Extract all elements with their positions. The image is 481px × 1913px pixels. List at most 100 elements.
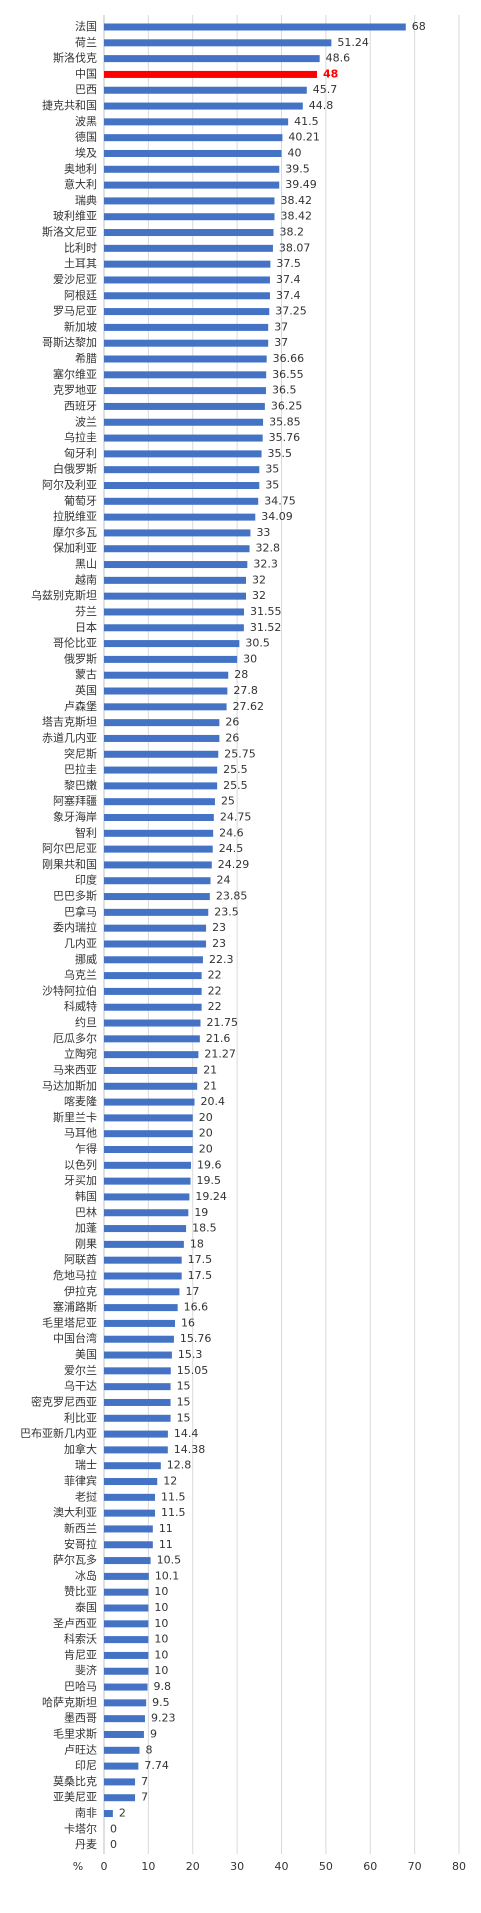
bar (104, 1478, 158, 1486)
bar (104, 877, 211, 885)
y-tick-label: 挪威 (75, 952, 97, 966)
value-label: 24.29 (218, 858, 250, 871)
y-tick-label: 新加坡 (64, 319, 97, 333)
value-label: 0 (110, 1822, 117, 1835)
y-tick-label: 日本 (75, 620, 97, 634)
bar (104, 1177, 191, 1185)
y-tick-label: 塞浦路斯 (53, 1300, 97, 1314)
value-label: 37.25 (275, 305, 307, 318)
bar (104, 39, 332, 47)
bar (104, 1304, 178, 1312)
bar (104, 972, 202, 980)
value-label: 34.09 (261, 510, 293, 523)
bar (104, 1272, 182, 1280)
value-label: 37.4 (276, 273, 301, 286)
bar (104, 118, 289, 126)
bar (104, 371, 267, 379)
bar (104, 434, 263, 442)
y-tick-label: 几内亚 (64, 936, 97, 950)
y-tick-label: 菲律宾 (64, 1474, 97, 1488)
value-label: 15 (177, 1395, 191, 1408)
y-tick-label: 捷克共和国 (42, 98, 97, 112)
bar (104, 1730, 144, 1738)
value-label: 32.8 (256, 542, 280, 555)
bar (104, 1636, 149, 1644)
y-tick-label: 危地马拉 (53, 1268, 97, 1282)
y-tick-label: 塔吉克斯坦 (42, 715, 97, 729)
y-tick-label: 黎巴嫩 (64, 778, 97, 792)
bar (104, 1114, 193, 1122)
value-label: 36.55 (272, 368, 304, 381)
y-tick-label: 斯里兰卡 (53, 1111, 97, 1124)
bar (104, 1319, 175, 1327)
value-label: 31.52 (250, 621, 282, 634)
value-label: 11 (159, 1522, 173, 1535)
value-label: 11.5 (161, 1506, 186, 1519)
value-label: 15 (177, 1380, 191, 1393)
value-label: 32.3 (253, 558, 277, 571)
value-label: 19.6 (197, 1158, 222, 1171)
value-label: 35 (265, 478, 279, 491)
y-tick-label: 意大利 (64, 177, 97, 191)
bar (104, 1161, 191, 1169)
bar (104, 561, 248, 569)
bar (104, 1383, 171, 1391)
value-label: 38.07 (279, 241, 311, 254)
y-tick-label: 美国 (75, 1348, 97, 1361)
value-label: 36.66 (273, 352, 305, 365)
y-tick-label: 墨西哥 (64, 1712, 97, 1725)
y-tick-label: 密克罗尼西亚 (31, 1394, 97, 1408)
bar (104, 719, 220, 727)
value-label: 21.75 (207, 1016, 239, 1029)
y-tick-label: 哈萨克斯坦 (42, 1695, 97, 1709)
x-tick-label: 10 (141, 1860, 155, 1873)
bar (104, 1620, 149, 1628)
value-label: 9.23 (151, 1712, 176, 1725)
value-label: 35 (265, 463, 279, 476)
value-label: 25.5 (223, 763, 248, 776)
y-tick-label: 乌克兰 (64, 968, 97, 982)
value-label: 23.5 (214, 905, 239, 918)
y-tick-label: 印尼 (75, 1759, 97, 1772)
y-tick-label: 斯洛文尼亚 (42, 225, 97, 239)
bar (104, 387, 266, 395)
bar (104, 1098, 195, 1106)
value-label: 18 (190, 1237, 204, 1250)
bar (104, 545, 250, 553)
bar (104, 766, 218, 774)
y-tick-label: 哥斯达黎加 (42, 335, 97, 349)
value-label: 9.8 (153, 1680, 171, 1693)
value-label: 7 (141, 1775, 148, 1788)
value-label: 25.5 (223, 779, 248, 792)
value-label: 21 (203, 1079, 217, 1092)
y-tick-label: 俄罗斯 (64, 652, 97, 665)
value-label: 10 (154, 1617, 168, 1630)
y-tick-label: 中国 (75, 67, 97, 80)
y-tick-label: 伊拉克 (64, 1284, 97, 1298)
y-tick-label: 立陶宛 (64, 1047, 97, 1061)
bar (104, 86, 307, 94)
y-tick-label: 希腊 (75, 351, 97, 365)
y-tick-label: 巴林 (75, 1205, 97, 1219)
y-tick-label: 巴哈马 (64, 1680, 97, 1693)
value-label: 24.6 (219, 826, 244, 839)
value-label: 39.5 (285, 162, 310, 175)
y-tick-label: 保加利亚 (53, 541, 97, 555)
bar (104, 260, 271, 268)
y-tick-label: 塞尔维亚 (53, 367, 97, 381)
bar (104, 1588, 149, 1596)
value-label: 19 (194, 1206, 208, 1219)
y-tick-label: 埃及 (75, 145, 97, 159)
y-tick-label: 毛里求斯 (53, 1727, 97, 1740)
bar (104, 1193, 190, 1201)
value-label: 19.5 (197, 1174, 222, 1187)
x-tick-label: 30 (230, 1860, 244, 1873)
y-tick-label: 亚美尼亚 (53, 1791, 97, 1804)
bar (104, 624, 244, 632)
value-label: 33 (256, 526, 270, 539)
y-tick-label: 新西兰 (64, 1521, 97, 1535)
bar (104, 1367, 171, 1375)
bar (104, 608, 245, 616)
value-label: 15.76 (180, 1332, 212, 1345)
